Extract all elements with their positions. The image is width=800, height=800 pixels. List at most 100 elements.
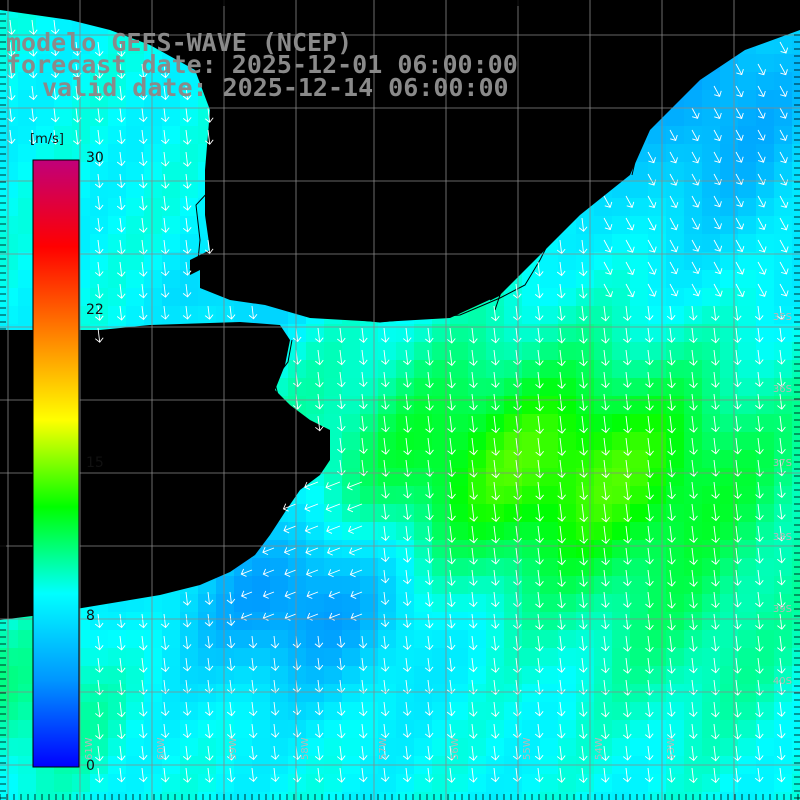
wind-speed-cell [720,576,739,595]
wind-speed-cell [540,486,559,505]
wind-arrow [603,261,613,275]
wind-speed-cell [324,558,343,577]
wind-speed-cell [792,522,800,541]
wind-speed-cell [360,576,379,595]
wind-speed-cell [270,774,289,793]
wind-arrow [314,327,324,343]
wind-speed-cell [666,108,685,127]
wind-arrow [138,129,148,145]
wind-speed-cell [342,666,361,685]
wind-speed-cell [216,738,235,757]
wind-speed-cell [162,288,181,307]
wind-speed-cell [576,792,595,800]
wind-speed-cell [108,630,127,649]
wind-speed-cell [324,378,343,397]
wind-speed-cell [738,126,757,145]
forecast-date: forecast date: 2025-12-01 06:00:00 [6,50,518,79]
wind-arrow [204,657,214,671]
wind-speed-cell [144,648,163,667]
wind-speed-cell [468,594,487,613]
wind-arrow [713,239,723,252]
wind-speed-cell [450,594,469,613]
wind-speed-cell [738,630,757,649]
wind-arrow [182,701,192,716]
wind-speed-cell [162,738,181,757]
wind-arrow [491,349,500,366]
wind-arrow [557,569,566,587]
wind-speed-cell [450,774,469,793]
wind-speed-cell [468,720,487,739]
wind-speed-cell [144,684,163,703]
wind-speed-cell [288,378,307,397]
wind-speed-cell [432,720,451,739]
wind-speed-cell [666,504,685,523]
valid-date: valid date: 2025-12-14 06:00:00 [42,73,509,102]
wind-speed-cell [18,270,37,289]
wind-speed-cell [180,630,199,649]
wind-speed-cell [126,252,145,271]
wind-arrow [733,327,742,344]
wind-arrow [94,261,104,277]
wind-speed-cell [144,162,163,181]
wind-arrow [248,723,258,739]
wind-arrow [117,723,126,740]
wind-arrow [535,415,544,434]
wind-speed-cell [756,468,775,487]
wind-arrow [226,679,236,694]
wind-arrow [579,437,588,456]
wind-arrow [50,129,60,145]
wind-speed-cell [558,720,577,739]
wind-arrow [204,129,214,145]
wind-speed-cell [126,90,145,109]
wind-arrow [647,173,657,186]
wind-arrow [777,481,786,499]
wind-speed-cell [90,738,109,757]
wind-speed-cell [144,144,163,163]
wind-arrow [248,767,258,783]
wind-speed-cell [342,630,361,649]
wind-speed-cell [594,432,613,451]
wind-speed-cell [576,684,595,703]
wind-speed-cell [414,702,433,721]
wind-speed-cell [144,792,163,800]
wind-speed-cell [144,108,163,127]
wind-arrow [337,327,346,344]
wind-speed-cell [792,198,800,217]
wind-speed-cell [738,522,757,541]
wind-speed-cell [774,594,793,613]
wind-speed-cell [666,126,685,145]
wind-arrow [711,415,720,433]
wind-arrow [755,481,764,499]
wind-arrow [733,613,742,630]
wind-arrow [403,371,412,388]
wind-speed-cell [90,720,109,739]
wind-arrow [601,569,610,587]
wind-speed-cell [594,648,613,667]
wind-arrow [776,327,786,343]
wind-speed-cell [594,720,613,739]
wind-speed-cell [270,738,289,757]
wind-speed-cell [378,558,397,577]
wind-arrow [116,635,126,651]
wind-speed-cell [342,432,361,451]
wind-arrow [358,635,368,649]
wind-speed-cell [540,468,559,487]
wind-speed-cell [522,792,541,800]
wind-speed-cell [774,648,793,667]
wind-arrow [534,283,544,299]
wind-arrow [94,283,104,299]
wind-speed-cell [738,792,757,800]
wind-speed-cell [738,234,757,253]
wind-speed-cell [720,126,739,145]
wind-speed-cell [774,450,793,469]
wind-arrow [359,415,368,432]
wind-arrow [447,591,456,608]
wind-speed-cell [0,666,19,685]
wind-speed-cell [774,216,793,235]
wind-arrow [425,503,434,521]
wind-speed-cell [756,594,775,613]
wind-speed-cell [738,72,757,91]
wind-speed-cell [468,738,487,757]
wind-arrow [757,151,766,163]
wind-arrow [757,129,766,141]
